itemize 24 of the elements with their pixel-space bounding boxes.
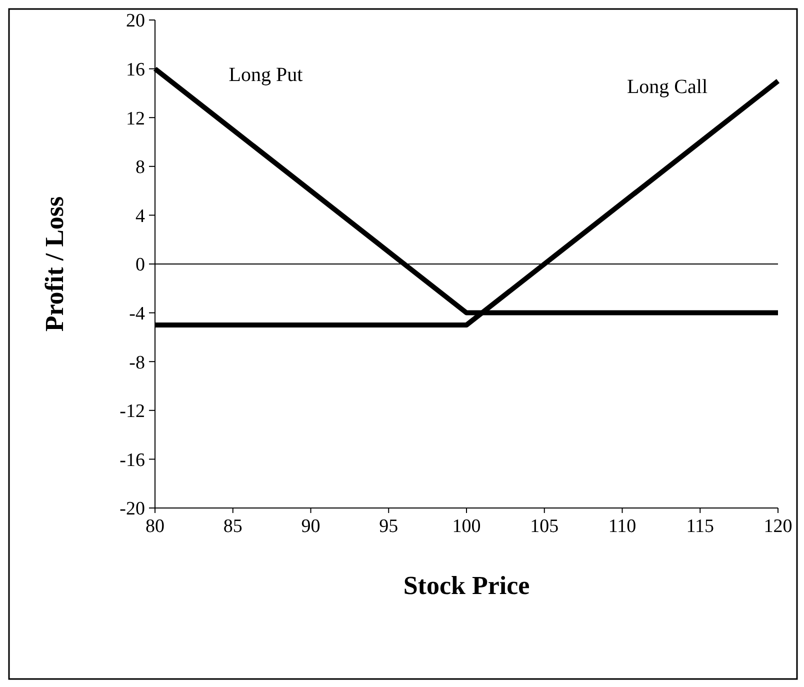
- x-tick-label: 80: [146, 516, 164, 537]
- x-tick-label: 110: [608, 516, 636, 537]
- y-tick-label: 4: [136, 206, 146, 227]
- y-tick-label: -20: [120, 498, 145, 520]
- x-axis-title: Stock Price: [403, 571, 530, 600]
- y-axis-title: Profit / Loss: [40, 196, 69, 332]
- y-tick-label: 12: [126, 108, 145, 130]
- y-tick-label: 20: [126, 10, 145, 32]
- x-tick-label: 120: [764, 516, 792, 537]
- y-tick-label: -16: [120, 450, 145, 471]
- x-tick-label: 105: [530, 516, 559, 537]
- series-label: Long Call: [626, 76, 708, 98]
- y-tick-label: 8: [136, 157, 145, 178]
- y-tick-label: -4: [129, 303, 146, 324]
- y-tick-label: -8: [129, 352, 145, 374]
- y-tick-label: 0: [136, 254, 145, 276]
- x-tick-label: 85: [223, 516, 242, 537]
- x-tick-label: 90: [301, 516, 320, 537]
- series-label: Long Put: [228, 64, 304, 86]
- x-tick-label: 95: [379, 516, 398, 537]
- x-tick-label: 100: [452, 516, 481, 537]
- x-tick-label: 115: [686, 516, 714, 537]
- y-tick-label: -12: [120, 401, 145, 422]
- y-tick-label: 16: [126, 59, 145, 80]
